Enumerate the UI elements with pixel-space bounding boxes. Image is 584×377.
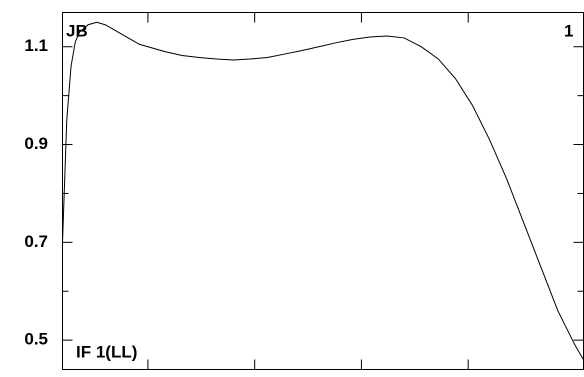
y-tick-label: 0.9	[24, 134, 48, 153]
bandpass-line	[62, 21, 584, 360]
corner-label: 1	[564, 21, 573, 40]
corner-label: IF 1(LL)	[76, 342, 137, 361]
y-tick-label: 1.1	[24, 36, 48, 55]
corner-label: JB	[66, 21, 88, 40]
plot-frame	[62, 12, 584, 370]
y-tick-label: 0.5	[24, 330, 48, 349]
y-tick-label: 0.7	[24, 232, 48, 251]
